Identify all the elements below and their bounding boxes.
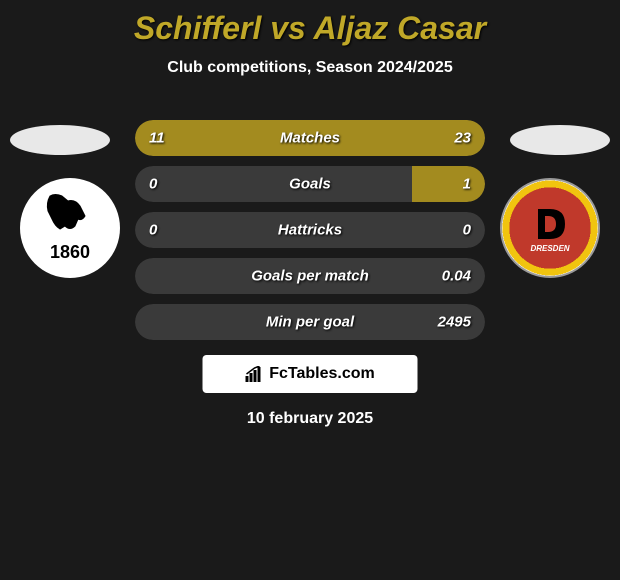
stat-row-goals-per-match: Goals per match 0.04 (135, 258, 485, 294)
chart-icon (245, 366, 263, 382)
badge-year: 1860 (25, 242, 115, 263)
watermark: FcTables.com (203, 355, 418, 393)
stat-label: Matches (280, 130, 340, 147)
dynamo-d-icon (530, 204, 570, 244)
watermark-text: FcTables.com (269, 365, 375, 383)
stat-value-left: 11 (149, 130, 165, 147)
stat-row-goals: 0 Goals 1 (135, 166, 485, 202)
badge-right-text: DRESDEN (530, 204, 570, 253)
infographic-container: Schifferl vs Aljaz Casar Club competitio… (0, 0, 620, 580)
stat-label: Goals (289, 176, 331, 193)
stat-value-right: 23 (454, 130, 471, 147)
stat-row-hattricks: 0 Hattricks 0 (135, 212, 485, 248)
lion-icon (40, 191, 100, 241)
stat-label: Goals per match (251, 268, 369, 285)
player-oval-right (510, 125, 610, 155)
subtitle: Club competitions, Season 2024/2025 (0, 59, 620, 77)
stat-value-left: 0 (149, 176, 157, 193)
stat-value-left: 0 (149, 222, 157, 239)
stat-value-right: 2495 (438, 314, 471, 331)
page-title: Schifferl vs Aljaz Casar (0, 0, 620, 47)
team-badge-left-inner: 1860 (25, 183, 115, 273)
stats-area: 11 Matches 23 0 Goals 1 0 Hattricks 0 Go… (135, 120, 485, 350)
stat-label: Hattricks (278, 222, 342, 239)
stat-row-min-per-goal: Min per goal 2495 (135, 304, 485, 340)
stat-label: Min per goal (266, 314, 354, 331)
stat-value-right: 0 (463, 222, 471, 239)
team-badge-left: 1860 (20, 178, 120, 278)
badge-right-label: DRESDEN (530, 244, 570, 253)
player-oval-left (10, 125, 110, 155)
stat-value-right: 0.04 (442, 268, 471, 285)
stat-bar-right (412, 166, 486, 202)
stat-value-right: 1 (463, 176, 471, 193)
stat-row-matches: 11 Matches 23 (135, 120, 485, 156)
date-label: 10 february 2025 (247, 410, 373, 428)
team-badge-right: DRESDEN (500, 178, 600, 278)
